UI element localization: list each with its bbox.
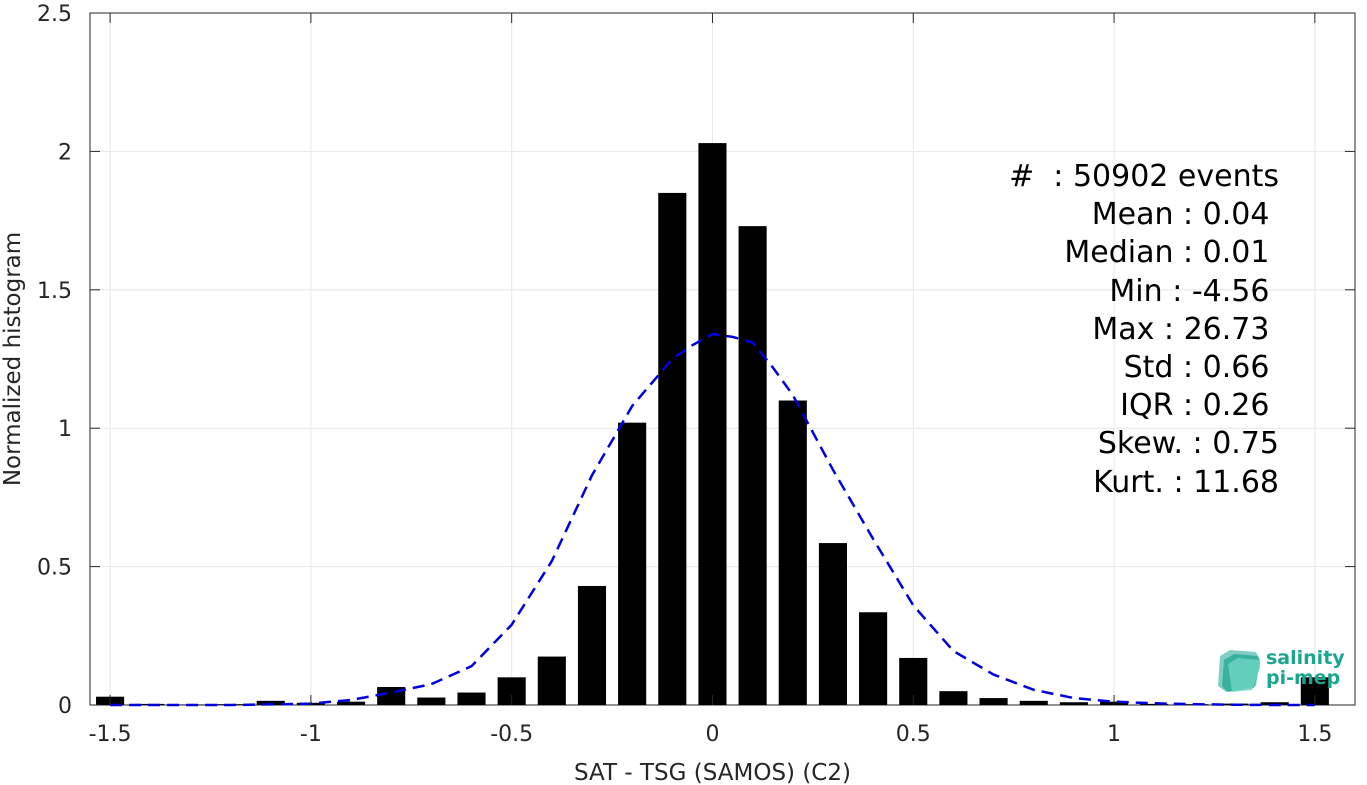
histogram-bar xyxy=(818,543,847,705)
stat-std: Std : 0.66 xyxy=(1123,350,1279,386)
logo-line-2: pi-mep xyxy=(1266,667,1341,689)
histogram-bar xyxy=(256,700,285,705)
histogram-bar xyxy=(859,612,888,705)
x-axis-label: SAT - TSG (SAMOS) (C2) xyxy=(574,760,851,785)
stat-kurt: Kurt. : 11.68 xyxy=(1093,464,1279,500)
x-tick-label: 0 xyxy=(705,722,719,747)
histogram-bar xyxy=(457,692,486,705)
histogram-bar xyxy=(577,585,607,705)
stat-mean: Mean : 0.04 xyxy=(1091,197,1279,233)
bars xyxy=(96,143,1329,706)
stat-events: # : 50902 events xyxy=(1009,159,1279,194)
stat-max: Max : 26.73 xyxy=(1092,311,1279,347)
y-tick-label: 2 xyxy=(58,140,72,165)
histogram-bar xyxy=(1140,703,1169,705)
histogram-bar xyxy=(778,400,807,705)
x-tick-label: -1.5 xyxy=(89,722,132,747)
y-tick-label: 1 xyxy=(58,417,72,442)
stat-skew: Skew. : 0.75 xyxy=(1097,426,1279,462)
histogram-bar xyxy=(939,691,968,705)
histogram-bar xyxy=(417,697,446,705)
stat-iqr: IQR : 0.26 xyxy=(1120,388,1279,424)
histogram-bar xyxy=(336,701,366,705)
histogram-bar xyxy=(1019,700,1048,705)
y-tick-label: 0 xyxy=(58,694,72,719)
x-tick-label: -1 xyxy=(300,722,322,747)
histogram-bar xyxy=(738,226,767,706)
x-tick-label: -0.5 xyxy=(490,722,533,747)
x-tick-label: 0.5 xyxy=(896,722,931,747)
y-axis-label: Normalized histogram xyxy=(0,232,26,486)
fit-curve xyxy=(110,332,1315,707)
y-tick-label: 2.5 xyxy=(37,2,72,27)
histogram-bar xyxy=(658,192,687,706)
salinity-pi-mep-logo: salinity pi-mep xyxy=(1216,646,1346,696)
logo-mark-icon xyxy=(1218,650,1260,692)
stat-min: Min : -4.56 xyxy=(1109,273,1279,309)
histogram-bar xyxy=(537,656,566,705)
x-tick-label: 1.5 xyxy=(1297,722,1332,747)
histogram-bar xyxy=(618,422,647,705)
histogram-bar xyxy=(979,698,1008,705)
histogram-bar xyxy=(698,143,727,705)
y-tick-label: 0.5 xyxy=(37,556,72,581)
statistics-box: # : 50902 events Mean : 0.04 Median : 0.… xyxy=(1009,158,1279,502)
logo-line-1: salinity xyxy=(1266,647,1345,669)
x-tick-label: 1 xyxy=(1107,722,1121,747)
stat-median: Median : 0.01 xyxy=(1064,235,1279,271)
histogram-bar xyxy=(1260,702,1289,705)
axis-ticks: -1.5 -1 -0.5 0 0.5 1 1.5 0 0.5 1 1.5 2 2.5 xyxy=(37,2,1355,747)
y-tick-label: 1.5 xyxy=(37,279,72,304)
histogram-bar xyxy=(1059,702,1088,705)
